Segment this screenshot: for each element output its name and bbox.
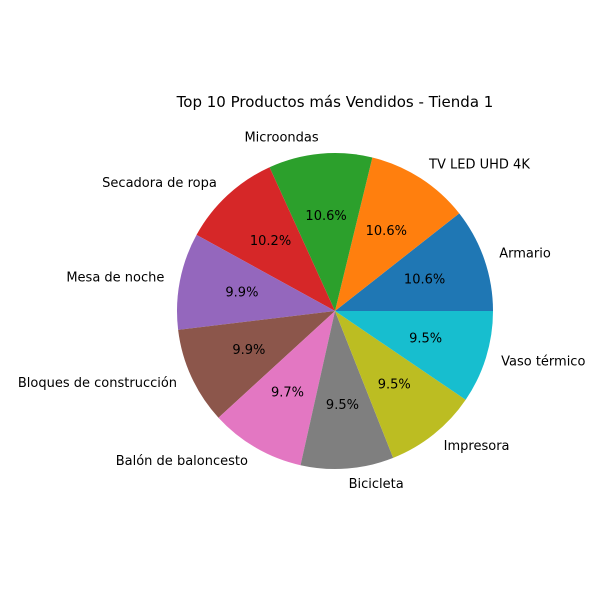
slice-category-label: Bloques de construcción: [18, 376, 177, 391]
slice-category-label: Microondas: [244, 130, 318, 145]
percent-labels: 10.6% 10.6% 10.6% 10.2% 9.9% 9.9% 9.7% 9.5% 9.5%…: [225, 209, 445, 413]
slice-category-label: Armario: [499, 247, 551, 262]
slice-percent-label: 9.5%: [378, 377, 411, 392]
slice-category-label: Bicicleta: [349, 477, 404, 492]
slice-percent-label: 9.7%: [271, 386, 304, 401]
pie-slice-4: [177, 234, 335, 330]
chart-title: Top 10 Productos más Vendidos - Tienda 1: [176, 93, 494, 111]
pie-slice-0: [335, 213, 493, 311]
pie-slice-3: [196, 167, 335, 311]
pie-slice-9: [335, 311, 493, 400]
pie-slice-1: [335, 157, 460, 311]
slice-percent-label: 9.9%: [225, 285, 258, 300]
pie-slices: [177, 153, 493, 470]
slice-labels: Armario TV LED UHD 4K Microondas Secadora d…: [18, 130, 586, 491]
slice-category-label: Balón de baloncesto: [116, 454, 248, 469]
slice-percent-label: 9.5%: [326, 398, 359, 413]
slice-category-label: TV LED UHD 4K: [428, 157, 530, 172]
pie-slice-5: [178, 311, 335, 418]
slice-percent-label: 10.2%: [250, 234, 291, 249]
slice-percent-label: 10.6%: [404, 273, 445, 288]
slice-percent-label: 9.9%: [232, 343, 265, 358]
slice-category-label: Impresora: [444, 439, 510, 454]
slice-category-label: Secadora de ropa: [102, 176, 217, 191]
slice-percent-label: 10.6%: [305, 209, 346, 224]
pie-slice-6: [218, 311, 335, 466]
slice-category-label: Vaso térmico: [501, 355, 585, 370]
pie-slice-7: [300, 311, 394, 470]
slice-percent-label: 10.6%: [366, 224, 407, 239]
slice-category-label: Mesa de noche: [66, 270, 164, 285]
pie-slice-8: [335, 311, 466, 458]
slice-percent-label: 9.5%: [409, 331, 442, 346]
pie-slice-2: [269, 153, 373, 311]
